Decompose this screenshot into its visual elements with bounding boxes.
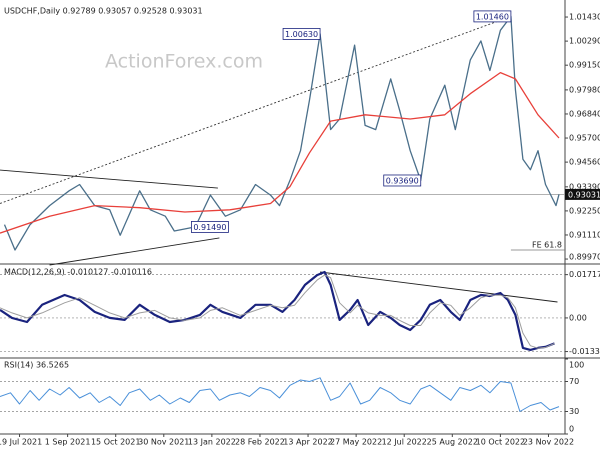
y-tick-label: 1.00290 (569, 37, 600, 46)
last-price-box (565, 188, 600, 200)
annotation-box (282, 28, 321, 40)
y-tick-label: 0.017174 (569, 270, 600, 279)
x-tick-label: 13 Jan 2022 (188, 438, 236, 447)
series-line (0, 270, 555, 351)
series-line (3, 15, 560, 251)
trendline (0, 15, 512, 204)
annotation-label: 0.93690 (386, 176, 419, 185)
x-tick-label: 30 Nov 2021 (138, 438, 189, 447)
y-tick-label: 0.96840 (569, 109, 600, 118)
x-tick-label: 12 Jul 2022 (382, 438, 427, 447)
x-tick-label: 19 Jul 2021 (0, 438, 42, 447)
series-line (0, 274, 555, 349)
x-tick-label: 10 Oct 2022 (476, 438, 525, 447)
y-tick-label: 70 (569, 377, 579, 386)
annotation-box (191, 221, 229, 233)
y-tick-label: 1.01430 (569, 13, 600, 22)
x-tick-label: 28 Feb 2022 (235, 438, 285, 447)
series-line (0, 71, 560, 234)
series-line (0, 377, 560, 412)
annotation-label: 1.01460 (476, 12, 509, 21)
watermark: ActionForex.com (105, 51, 263, 73)
y-tick-label: 0.97980 (569, 85, 600, 94)
panel-title: MACD(12,26,9) -0.010127 -0.010116 (4, 268, 152, 277)
y-tick-label: 0.95700 (569, 134, 600, 143)
y-tick-label: 0 (569, 425, 574, 434)
y-tick-label: 0.00 (569, 313, 587, 322)
y-tick-label: 100 (569, 361, 584, 370)
x-tick-label: 23 Nov 2022 (523, 438, 574, 447)
trendline (49, 237, 220, 266)
x-tick-label: 13 Apr 2022 (283, 438, 332, 447)
y-tick-label: -0.01334 (569, 347, 600, 356)
last-price-label: 0.93031 (568, 190, 600, 199)
y-tick-label: 0.93390 (569, 182, 600, 191)
trendline (0, 169, 218, 189)
x-tick-label: 25 Aug 2022 (427, 438, 478, 447)
x-tick-label: 27 May 2022 (330, 438, 382, 447)
annotation-label: 1.00630 (285, 30, 318, 39)
level-label: FE 61.8 (532, 240, 562, 249)
x-tick-label: 15 Oct 2021 (91, 438, 140, 447)
y-tick-label: 0.92250 (569, 206, 600, 215)
y-tick-label: 0.99150 (569, 61, 600, 70)
annotation-label: 0.91490 (193, 223, 226, 232)
annotation-box (383, 174, 422, 187)
y-tick-label: 0.94560 (569, 158, 600, 167)
y-tick-label: 0.89970 (569, 253, 600, 262)
panel-title: USDCHF,Daily 0.92789 0.93057 0.92528 0.9… (4, 7, 203, 16)
y-tick-label: 0.91110 (569, 230, 600, 239)
annotation-box (473, 10, 512, 23)
panel-title: RSI(14) 36.5265 (4, 361, 69, 370)
trendline (320, 271, 558, 303)
x-tick-label: 1 Sep 2021 (45, 438, 91, 447)
y-tick-label: 30 (569, 407, 579, 416)
